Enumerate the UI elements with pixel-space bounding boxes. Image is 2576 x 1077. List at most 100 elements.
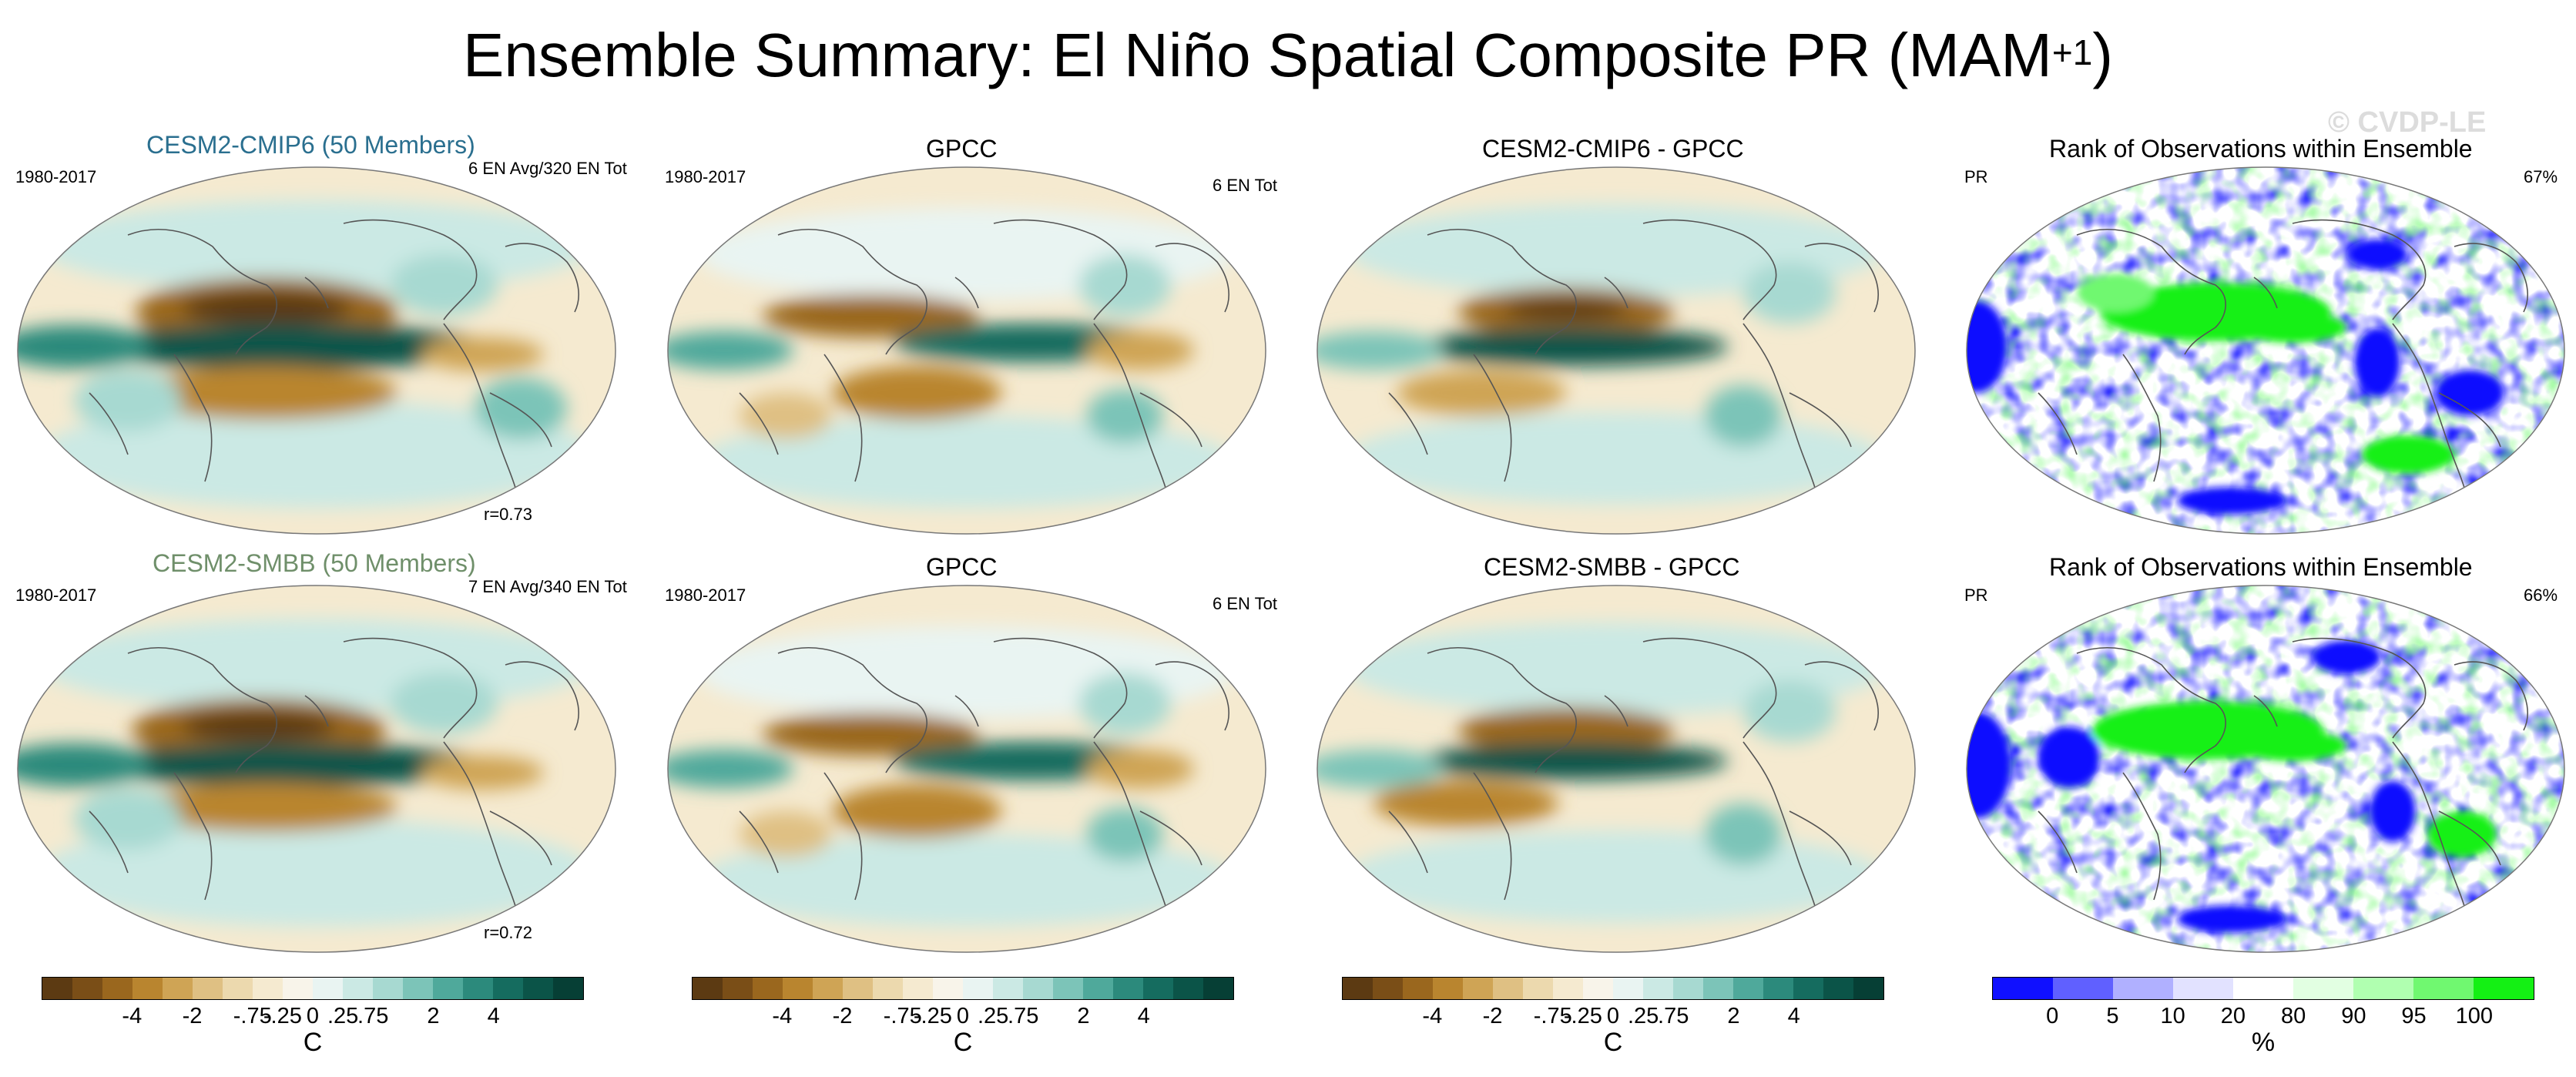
colorbar-swatch	[1993, 978, 2053, 999]
colorbar-swatch	[463, 978, 493, 999]
colorbar-unit: %	[2251, 1028, 2276, 1057]
colorbar-swatch	[163, 978, 193, 999]
colorbar-swatch	[283, 978, 313, 999]
ensemble-period-2: 1980-2017	[15, 585, 97, 605]
colorbar-tick-label: .25	[327, 1004, 359, 1028]
rank-map-2	[1961, 580, 2570, 958]
colorbar-swatch	[1143, 978, 1173, 999]
rank-colorbar	[1992, 977, 2534, 1000]
colorbar-tick-label: -2	[182, 1004, 203, 1028]
obs-panel-title-2: GPCC	[926, 553, 998, 581]
colorbar-swatch	[813, 978, 843, 999]
colorbar-tick-label: -4	[772, 1004, 793, 1028]
colorbar-swatch	[343, 978, 373, 999]
pattern-correlation: r=0.73	[484, 505, 532, 524]
rank-variable: PR	[1964, 167, 1988, 186]
colorbar-tick-label: -2	[1482, 1004, 1503, 1028]
colorbar-tick-label: 95	[2401, 1004, 2427, 1028]
colorbar-swatch	[1463, 978, 1493, 999]
colorbar-swatch	[903, 978, 933, 999]
colorbar-swatch	[1763, 978, 1793, 999]
colorbar-tick-label: 80	[2280, 1004, 2306, 1028]
colorbar-swatch	[193, 978, 223, 999]
colorbar-swatch	[693, 978, 723, 999]
colorbar-swatch	[493, 978, 523, 999]
colorbar-tick-label: 2	[1077, 1004, 1090, 1028]
obs-events: 6 EN Tot	[1213, 176, 1277, 195]
obs-map	[662, 162, 1271, 539]
colorbar-swatch	[102, 978, 132, 999]
colorbar-swatch	[223, 978, 253, 999]
rank-variable-2: PR	[1964, 585, 1988, 605]
colorbar-tick-label: -4	[1422, 1004, 1443, 1028]
colorbar-unit: C	[953, 1028, 973, 1057]
obs-period-2: 1980-2017	[665, 585, 746, 605]
colorbar-swatch	[993, 978, 1023, 999]
colorbar-tick-label: 4	[1787, 1004, 1800, 1028]
colorbar-tick-label: -.25	[263, 1004, 302, 1028]
colorbar-tick-label: 100	[2455, 1004, 2493, 1028]
diff-panel-title: CESM2-CMIP6 - GPCC	[1482, 135, 1744, 163]
colorbar-swatch	[42, 978, 72, 999]
colorbar-tick-label: .75	[1008, 1004, 1039, 1028]
ensemble-events: 6 EN Avg/320 EN Tot	[468, 159, 627, 178]
colorbar-tick-label: 10	[2160, 1004, 2185, 1028]
ensemble-events-2: 7 EN Avg/340 EN Tot	[468, 577, 627, 596]
colorbar-tick-label: 0	[2046, 1004, 2059, 1028]
colorbar-unit: C	[1603, 1028, 1623, 1057]
colorbar-swatch	[1083, 978, 1113, 999]
diff-map	[1312, 162, 1920, 539]
colorbar-swatch	[1113, 978, 1143, 999]
colorbar-swatch	[1823, 978, 1853, 999]
ensemble-panel-title: CESM2-CMIP6 (50 Members)	[146, 131, 475, 159]
colorbar-tick-label: 4	[487, 1004, 500, 1028]
colorbar-swatch	[132, 978, 163, 999]
colorbar-tick-label: 0	[956, 1004, 970, 1028]
colorbar-swatch	[373, 978, 403, 999]
rank-panel-title-2: Rank of Observations within Ensemble	[2049, 553, 2473, 581]
colorbar-swatch	[1053, 978, 1083, 999]
colorbar-tick-label: 0	[1606, 1004, 1620, 1028]
colorbar-swatch	[1173, 978, 1203, 999]
colorbar-tick-label: 20	[2220, 1004, 2246, 1028]
rank-percent: 67%	[2524, 167, 2558, 186]
ensemble-map	[12, 162, 621, 539]
colorbar-tick-label: .75	[357, 1004, 389, 1028]
watermark: © CVDP-LE	[2328, 106, 2487, 139]
ensemble-map-2	[12, 580, 621, 958]
colorbar-swatch	[2293, 978, 2353, 999]
ensemble-period: 1980-2017	[15, 167, 97, 186]
colorbar-tick-label: -.75	[1533, 1004, 1572, 1028]
colorbar-swatch	[1523, 978, 1553, 999]
colorbar-swatch	[1673, 978, 1703, 999]
rank-panel-title: Rank of Observations within Ensemble	[2049, 135, 2473, 163]
ensemble-panel-title-2: CESM2-SMBB (50 Members)	[153, 549, 476, 577]
colorbar-tick-label: -2	[832, 1004, 853, 1028]
colorbar-tick-label: 90	[2341, 1004, 2366, 1028]
colorbar-swatch	[253, 978, 283, 999]
colorbar-tick-label: 0	[306, 1004, 320, 1028]
colorbar-swatch	[1853, 978, 1883, 999]
colorbar-tick-label: -.25	[913, 1004, 952, 1028]
colorbar-swatch	[433, 978, 463, 999]
colorbar-swatch	[2053, 978, 2113, 999]
colorbar-swatch	[1023, 978, 1053, 999]
colorbar-swatch	[1203, 978, 1233, 999]
colorbar-swatch	[2413, 978, 2474, 999]
colorbar-swatch	[1583, 978, 1613, 999]
colorbar-swatch	[1373, 978, 1403, 999]
diff-map-2	[1312, 580, 1920, 958]
figure-title: Ensemble Summary: El Niño Spatial Compos…	[463, 21, 2113, 89]
colorbar-swatch	[1493, 978, 1523, 999]
colorbar-swatch	[2233, 978, 2293, 999]
colorbar-swatch	[1643, 978, 1673, 999]
colorbar-tick-label: -.75	[233, 1004, 272, 1028]
colorbar-swatch	[783, 978, 813, 999]
diff-panel-title-2: CESM2-SMBB - GPCC	[1484, 553, 1740, 581]
colorbar-swatch	[1703, 978, 1733, 999]
colorbar-swatch	[2113, 978, 2173, 999]
colorbar-tick-label: -.75	[883, 1004, 922, 1028]
colorbar-tick-label: .25	[977, 1004, 1009, 1028]
colorbar-swatch	[1343, 978, 1373, 999]
colorbar-swatch	[1613, 978, 1643, 999]
